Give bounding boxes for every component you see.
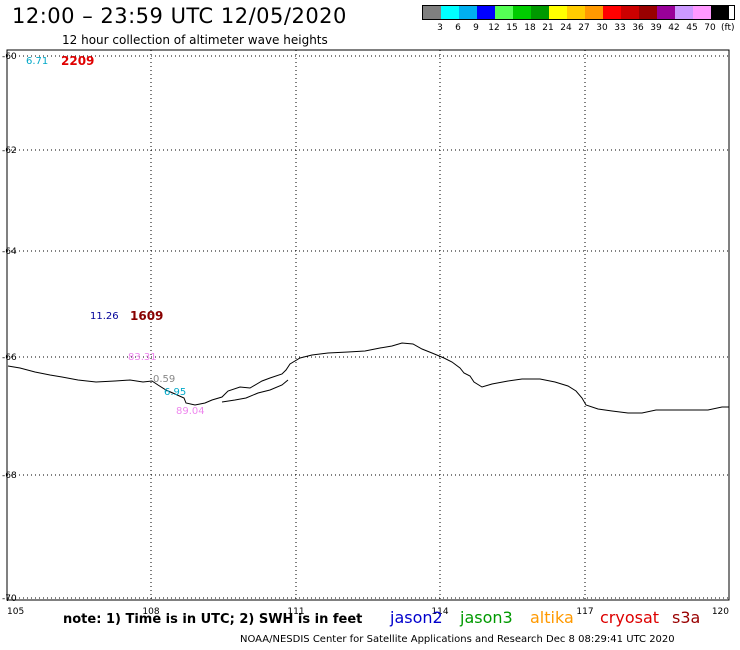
color-swatch: [567, 6, 585, 19]
color-scale-unit: (ft): [721, 23, 735, 33]
footer-credit: NOAA/NESDIS Center for Satellite Applica…: [240, 634, 675, 645]
color-swatch: [585, 6, 603, 19]
color-scale-tick: 27: [578, 23, 590, 33]
swh-value-label: 6.95: [164, 387, 187, 398]
latitude-label: -68: [2, 471, 17, 481]
satellite-legend-jason3: jason3: [460, 608, 513, 627]
swh-value-label: 11.26: [90, 311, 119, 322]
color-scale-tick: 39: [650, 23, 662, 33]
pass-time-label: 1609: [130, 309, 164, 323]
color-scale-tick: 21: [542, 23, 554, 33]
longitude-label: 114: [431, 607, 448, 617]
color-swatch: [513, 6, 531, 19]
color-scale-tick: 3: [437, 23, 443, 33]
swh-value-label: 83.31: [128, 352, 157, 363]
longitude-label: 120: [712, 607, 729, 617]
color-scale-labels: 3 6 9 12 15 18 21 24 27 30 33 36 39 42 45 70 (ft): [431, 23, 735, 33]
swh-value-label: 6.71: [26, 56, 49, 67]
satellite-legend-cryosat: cryosat: [600, 608, 660, 627]
wave-height-color-scale: 3 6 9 12 15 18 21 24 27 30 33 36 39 42 45 70 (ft): [422, 5, 735, 33]
color-swatch: [459, 6, 477, 19]
color-swatch: [477, 6, 495, 19]
map-title: 12:00 – 23:59 UTC 12/05/2020: [12, 4, 347, 28]
color-swatch: [441, 6, 459, 19]
color-swatch: [549, 6, 567, 19]
longitude-label: 111: [287, 607, 304, 617]
color-swatch: [423, 6, 441, 19]
color-swatch: [657, 6, 675, 19]
satellite-legend-s3a: s3a: [672, 608, 701, 627]
color-scale-tick: 45: [686, 23, 698, 33]
color-swatch: [639, 6, 657, 19]
map-subtitle: 12 hour collection of altimeter wave hei…: [62, 33, 328, 47]
color-scale-tick: 42: [668, 23, 680, 33]
color-scale-tick: 36: [632, 23, 644, 33]
swh-value-label: 0.59: [153, 374, 176, 385]
map-graticule: 105 108 111 114 117 120 -60 -62 -64 -66 -68 -70: [2, 50, 729, 617]
latitude-label: -70: [2, 594, 17, 604]
latitude-label: -66: [2, 353, 17, 363]
coastline-inlet: [221, 379, 289, 403]
color-scale-tick: 18: [524, 23, 536, 33]
latitude-label: -60: [2, 52, 17, 62]
footer-note: note: 1) Time is in UTC; 2) SWH is in fe…: [63, 612, 363, 627]
longitude-label: 108: [142, 607, 159, 617]
satellite-legend-altika: altika: [530, 608, 574, 627]
color-scale-tick: 70: [704, 23, 716, 33]
color-scale-tick: 15: [506, 23, 518, 33]
color-swatch: [693, 6, 711, 19]
color-scale-tick: 33: [614, 23, 626, 33]
satellite-legend-jason2: jason2: [390, 608, 443, 627]
color-scale-tick: 9: [473, 23, 479, 33]
latitude-label: -62: [2, 146, 17, 156]
longitude-label: 105: [7, 607, 24, 617]
latitude-label: -64: [2, 247, 17, 257]
pass-time-label: 2209: [61, 54, 95, 68]
color-scale-tick: 6: [455, 23, 461, 33]
color-swatch: [495, 6, 513, 19]
swh-value-label: 89.04: [176, 406, 205, 417]
color-swatch: [675, 6, 693, 19]
color-swatch: [711, 6, 729, 19]
color-swatch: [531, 6, 549, 19]
color-swatch: [603, 6, 621, 19]
color-swatch: [621, 6, 639, 19]
antarctic-coastline: [7, 342, 729, 414]
color-scale-tick: 30: [596, 23, 608, 33]
color-scale-tick: 24: [560, 23, 572, 33]
color-scale-tick: 12: [488, 23, 500, 33]
longitude-label: 117: [576, 607, 593, 617]
map-frame: [6, 49, 730, 601]
color-scale-swatches: [422, 5, 735, 20]
